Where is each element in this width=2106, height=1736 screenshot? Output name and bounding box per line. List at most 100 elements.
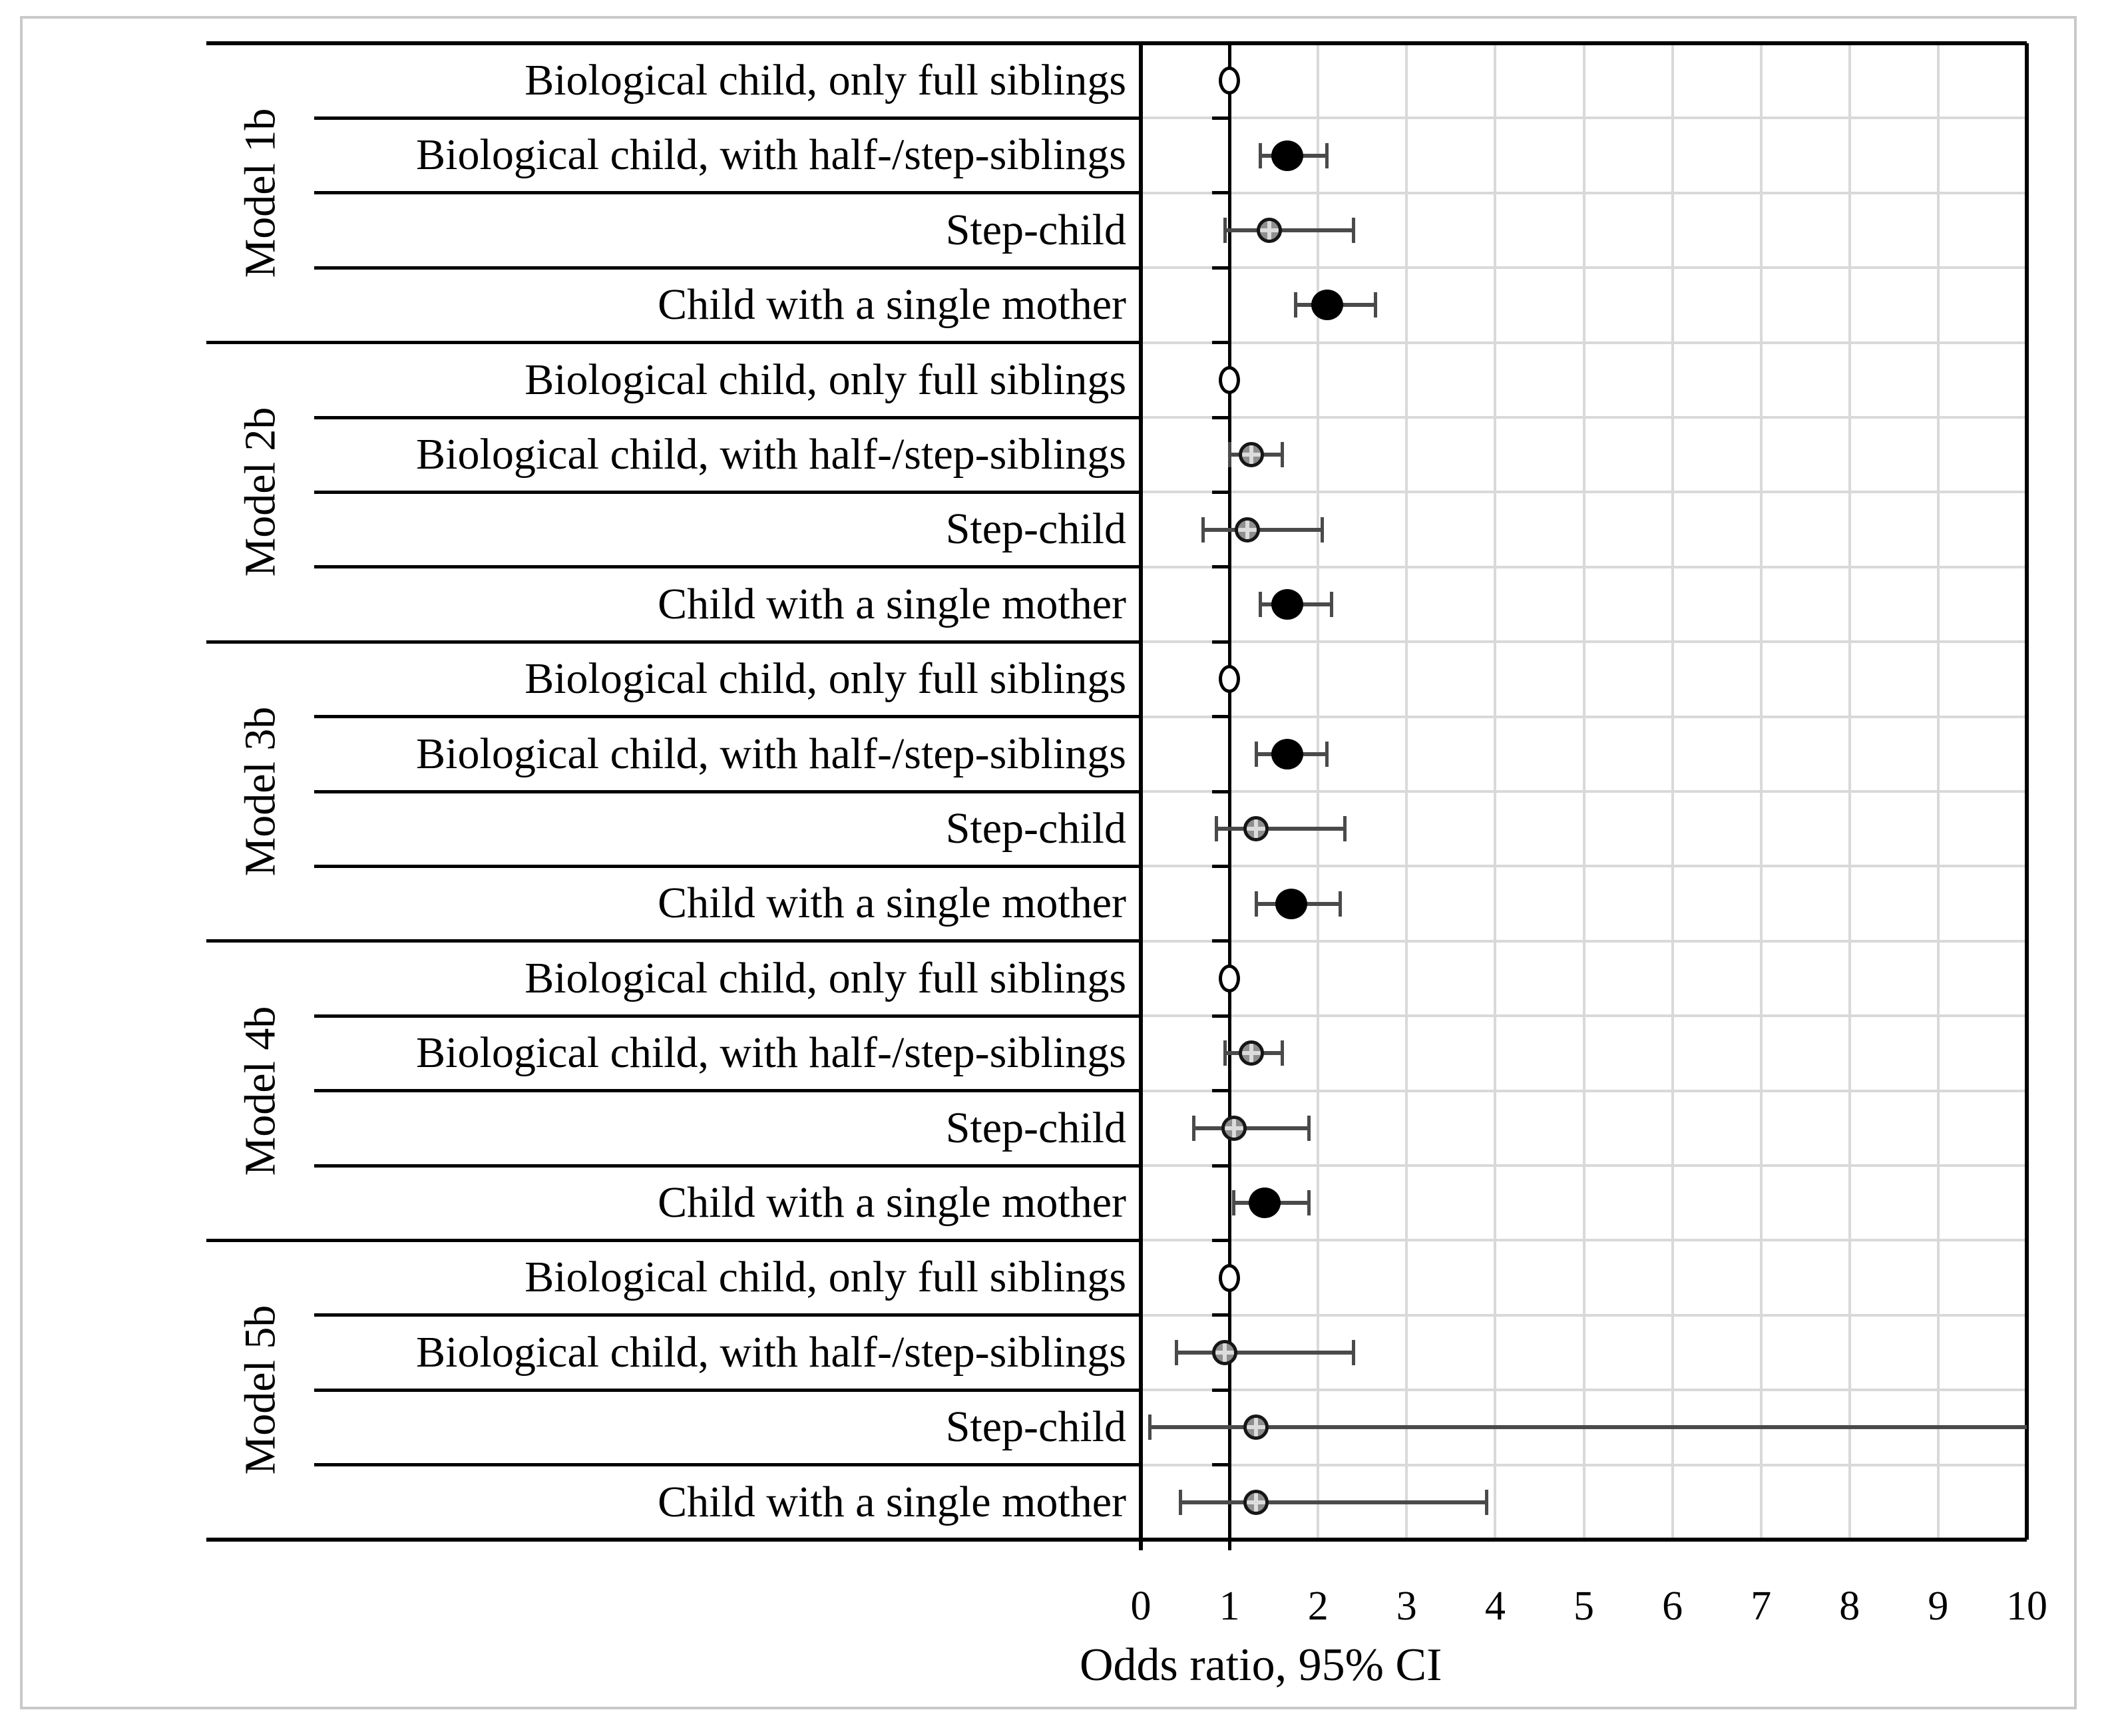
row-label: Step-child [945,1403,1126,1452]
model-separator-line [206,341,1141,345]
x-tick-label: 2 [1307,1584,1329,1629]
ci-cap-high [1281,442,1285,468]
row-separator-line [314,789,1141,793]
row-label: Step-child [945,1103,1126,1152]
model-label: Model 3b [206,642,314,941]
marker-nonsignificant [1212,1340,1238,1365]
reference-line-tick [1212,565,1230,569]
ci-cap-high [1343,816,1347,842]
row-label: Child with a single mother [658,579,1126,628]
reference-line-or-1 [1227,43,1231,1550]
row-separator-line [314,490,1141,494]
row-label: Biological child, with half-/step-siblin… [416,1028,1126,1078]
model-separator-line [206,640,1141,644]
row-separator-line [314,1313,1141,1317]
marker-reference [1219,67,1241,95]
model-label-text: Model 5b [236,1305,285,1475]
reference-line-tick [1212,1238,1230,1242]
row-label: Child with a single mother [658,1178,1126,1227]
x-axis-title: Odds ratio, 95% CI [1080,1639,1442,1691]
row-label: Biological child, only full siblings [525,56,1126,105]
reference-line-tick [1212,266,1230,270]
x-tick-label: 9 [1928,1584,1949,1629]
plot-vertical-gridline [1759,43,1763,1540]
row-label: Step-child [945,205,1126,254]
ci-cap-high [1374,292,1378,318]
row-separator-line [314,1388,1141,1392]
ci-cap-high [1484,1489,1488,1515]
row-separator-line [314,1089,1141,1093]
x-tick-label: 1 [1219,1584,1240,1629]
ci-line [1180,1500,1487,1504]
plot-vertical-gridline [1848,43,1851,1540]
ci-cap-high [1329,592,1333,617]
reference-line-tick [1212,1388,1230,1392]
ci-cap-low [1254,891,1258,917]
ci-line [1176,1351,1354,1355]
model-label-text: Model 2b [236,407,285,577]
reference-line-tick [1212,1313,1230,1317]
ci-cap-low [1174,1340,1178,1365]
plot-vertical-gridline [1671,43,1674,1540]
x-tick-label: 6 [1662,1584,1683,1629]
plot-vertical-gridline [1936,43,1940,1540]
ci-cap-low [1201,517,1205,542]
x-tick-label: 8 [1839,1584,1860,1629]
ci-cap-high [1307,1190,1311,1216]
ci-cap-low [1179,1489,1183,1515]
row-separator-line [314,191,1141,195]
ci-line [1225,228,1354,232]
marker-nonsignificant [1221,1115,1247,1141]
row-label: Biological child, only full siblings [525,953,1126,1002]
row-label: Step-child [945,804,1126,853]
marker-nonsignificant [1239,1040,1265,1066]
row-separator-line [314,1164,1141,1168]
reference-line-tick [1212,1164,1230,1168]
row-separator-line [314,1463,1141,1467]
marker-nonsignificant [1239,442,1265,468]
x-tick-label: 7 [1751,1584,1772,1629]
marker-reference [1219,365,1241,394]
row-separator-line [314,116,1141,120]
marker-reference [1219,665,1241,694]
reference-line-tick [1212,640,1230,644]
reference-line-tick [1212,1089,1230,1093]
model-separator-line [206,1238,1141,1242]
plot-vertical-gridline [1582,43,1585,1540]
reference-line-tick [1212,789,1230,793]
model-label: Model 2b [206,343,314,642]
ci-cap-high [1307,1115,1311,1141]
ci-cap-low [1232,1190,1236,1216]
row-separator-line [314,1014,1141,1018]
x-tick-label: 5 [1574,1584,1594,1629]
reference-line-tick [1212,341,1230,345]
plot-vertical-gridline [1317,43,1320,1540]
plot-vertical-gridline [1494,43,1497,1540]
model-separator-line [206,939,1141,943]
row-label: Child with a single mother [658,879,1126,928]
marker-nonsignificant [1234,517,1260,542]
plot-left-border [1139,43,1143,1550]
marker-significant [1311,290,1343,321]
ci-line [1150,1425,2027,1430]
ci-cap-low [1259,592,1263,617]
row-label: Biological child, with half-/step-siblin… [416,1327,1126,1377]
reference-line-tick [1212,939,1230,943]
row-label: Step-child [945,505,1126,554]
figure-border [20,16,2077,1709]
marker-significant [1271,140,1303,171]
reference-line-tick [1212,415,1230,419]
marker-nonsignificant [1243,1414,1269,1440]
ci-line [1216,827,1345,831]
reference-line-tick [1212,116,1230,120]
reference-line-tick [1212,191,1230,195]
plot-right-border [2025,43,2029,1540]
ci-cap-low [1227,442,1231,468]
ci-line [1193,1126,1309,1130]
ci-cap-low [1148,1414,1152,1440]
ci-cap-low [1223,218,1227,243]
x-tick-label: 3 [1396,1584,1417,1629]
ci-cap-high [1338,891,1342,917]
